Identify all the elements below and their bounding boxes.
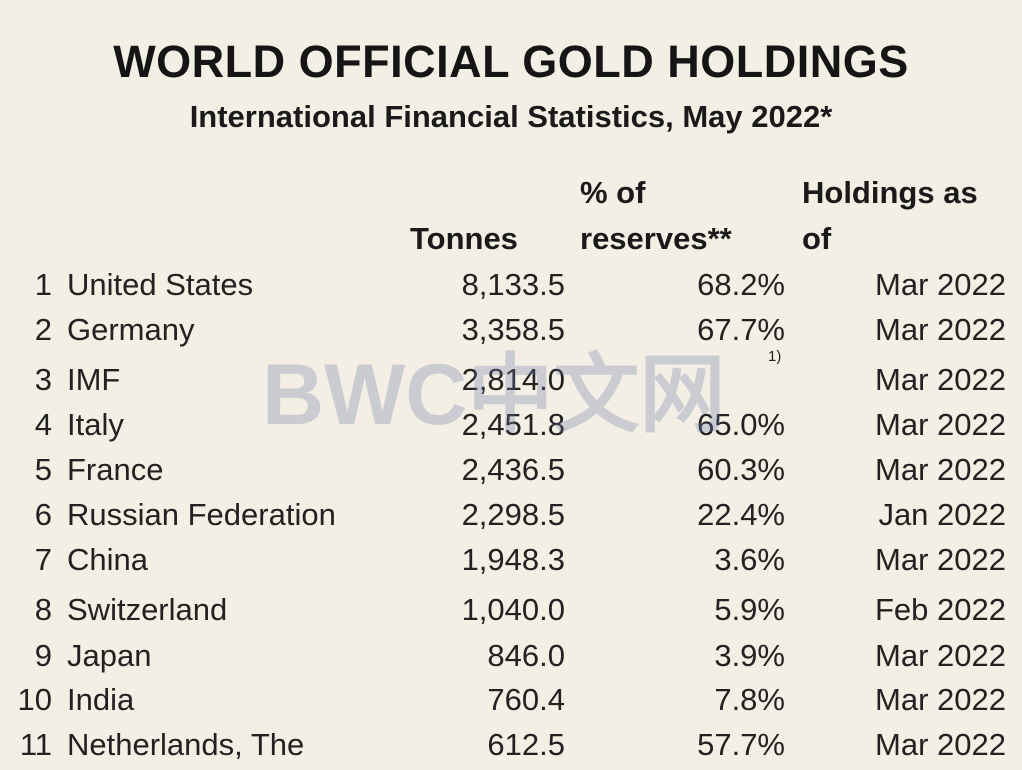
table-row: 4 Italy 2,451.8 65.0% Mar 2022 — [0, 402, 1022, 447]
tonnes-cell: 1,040.0 — [461, 592, 565, 627]
tonnes-cell: 846.0 — [487, 638, 565, 673]
table-row: 9 Japan 846.0 3.9% Mar 2022 — [0, 633, 1022, 678]
date-cell: Mar 2022 — [875, 727, 1006, 762]
tonnes-cell: 760.4 — [487, 682, 565, 717]
rank-cell: 11 — [19, 727, 52, 762]
date-cell: Mar 2022 — [875, 542, 1006, 577]
country-cell: Netherlands, The — [67, 727, 305, 762]
country-cell: France — [67, 452, 164, 487]
rank-cell: 7 — [34, 542, 52, 577]
pct-cell: 3.9% — [714, 638, 785, 673]
tonnes-cell: 3,358.5 — [461, 312, 565, 347]
table-row: 11 Netherlands, The 612.5 57.7% Mar 2022 — [0, 722, 1022, 767]
pct-cell: 22.4% — [697, 497, 785, 532]
header-pct-line2: reserves** — [580, 221, 732, 256]
date-cell: Mar 2022 — [875, 362, 1006, 397]
rank-cell: 6 — [34, 497, 52, 532]
country-cell: IMF — [67, 362, 121, 397]
tonnes-cell: 2,451.8 — [461, 407, 565, 442]
pct-cell: 3.6% — [714, 542, 785, 577]
rank-cell: 9 — [34, 638, 52, 673]
rank-cell: 2 — [34, 312, 52, 347]
rank-cell: 4 — [34, 407, 52, 442]
country-cell: United States — [67, 267, 254, 302]
date-cell: Feb 2022 — [875, 592, 1006, 627]
rank-cell: 5 — [34, 452, 52, 487]
rank-cell: 8 — [34, 592, 52, 627]
pct-cell: 60.3% — [697, 452, 785, 487]
tonnes-cell: 1,948.3 — [461, 542, 565, 577]
tonnes-cell: 2,298.5 — [461, 497, 565, 532]
table-row: 10 India 760.4 7.8% Mar 2022 — [0, 677, 1022, 722]
date-cell: Jan 2022 — [878, 497, 1006, 532]
tonnes-cell: 2,436.5 — [461, 452, 565, 487]
country-cell: Russian Federation — [67, 497, 336, 532]
rank-cell: 1 — [34, 267, 52, 302]
date-cell: Mar 2022 — [875, 407, 1006, 442]
pct-cell: 5.9% — [714, 592, 785, 627]
header-holdings-line2: of — [802, 221, 832, 256]
country-cell: Japan — [67, 638, 152, 673]
date-cell: Mar 2022 — [875, 638, 1006, 673]
pct-cell: 7.8% — [714, 682, 785, 717]
table-row: 8 Switzerland 1,040.0 5.9% Feb 2022 — [0, 587, 1022, 632]
pct-cell: 68.2% — [697, 267, 785, 302]
date-cell: Mar 2022 — [875, 452, 1006, 487]
country-cell: Switzerland — [67, 592, 228, 627]
country-cell: Italy — [67, 407, 124, 442]
country-cell: China — [67, 542, 148, 577]
page-subtitle: International Financial Statistics, May … — [189, 99, 833, 134]
header-pct-reserves: % of reserves** — [580, 170, 732, 262]
pct-cell: 65.0% — [697, 407, 785, 442]
date-cell: Mar 2022 — [875, 682, 1006, 717]
table-row: 1 United States 8,133.5 68.2% Mar 2022 — [0, 262, 1022, 307]
table-row: 5 France 2,436.5 60.3% Mar 2022 — [0, 447, 1022, 492]
date-cell: Mar 2022 — [875, 267, 1006, 302]
country-cell: India — [67, 682, 135, 717]
footnote-marker: 1) — [768, 348, 782, 365]
page-title: WORLD OFFICIAL GOLD HOLDINGS — [113, 36, 909, 87]
pct-cell: 57.7% — [697, 727, 785, 762]
rank-cell: 10 — [17, 682, 52, 717]
table-row: 6 Russian Federation 2,298.5 22.4% Jan 2… — [0, 492, 1022, 537]
tonnes-cell: 8,133.5 — [461, 267, 565, 302]
table-row: 2 Germany 3,358.5 67.7% Mar 2022 — [0, 307, 1022, 352]
header-holdings-line1: Holdings as — [802, 175, 978, 210]
table-row: 7 China 1,948.3 3.6% Mar 2022 — [0, 537, 1022, 582]
pct-cell: 67.7% — [697, 312, 785, 347]
table-row: 3 IMF 2,814.0 1) Mar 2022 — [0, 348, 1022, 402]
rank-cell: 3 — [34, 362, 52, 397]
header-tonnes: Tonnes — [410, 221, 518, 256]
tonnes-cell: 2,814.0 — [461, 362, 565, 397]
header-holdings-as-of: Holdings as of — [802, 170, 978, 262]
header-pct-line1: % of — [580, 175, 646, 210]
date-cell: Mar 2022 — [875, 312, 1006, 347]
tonnes-cell: 612.5 — [487, 727, 565, 762]
country-cell: Germany — [67, 312, 195, 347]
